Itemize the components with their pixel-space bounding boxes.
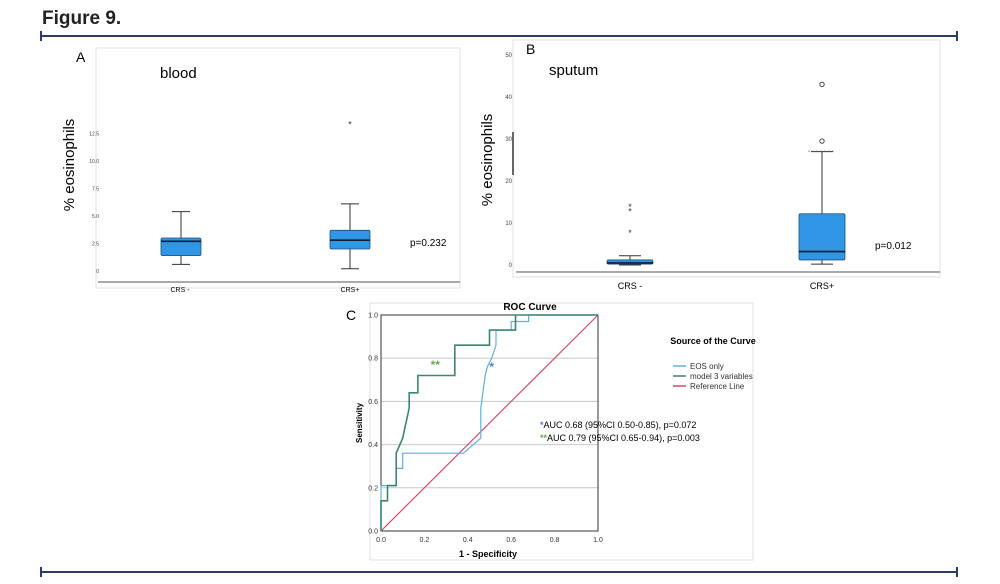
c-ytick-label: 1.0 <box>368 313 378 320</box>
extreme-outlier-star: * <box>348 120 352 130</box>
extreme-outlier-star: * <box>628 206 632 216</box>
roc-series-model-3-variables <box>380 314 598 531</box>
c-xtick-label: 0.2 <box>420 537 430 544</box>
b-box: *** <box>606 202 654 266</box>
panel-c-plot-frame <box>380 314 599 532</box>
b-ytick-label: 40 <box>505 95 512 101</box>
panel-a-frame <box>95 47 461 289</box>
extreme-outlier-star: * <box>628 202 632 212</box>
a-ytick-label: 0 <box>96 269 99 275</box>
panel-c-xlabel: 1 - Specificity <box>459 549 517 559</box>
roc-series-reference-line <box>380 314 599 532</box>
legend-label: Reference Line <box>690 382 745 391</box>
panel-c-letter: C <box>346 307 356 323</box>
auc-annotation-model: **AUC 0.79 (95%CI 0.65-0.94), p=0.003 <box>540 433 700 443</box>
iqr-box <box>798 213 846 261</box>
panel-b-xtick-label: CRS - <box>618 281 643 291</box>
b-ytick-label: 10 <box>505 221 512 227</box>
panel-a-ylabel: % eosinophils <box>61 119 78 212</box>
significance-marker: ** <box>431 358 441 372</box>
c-ytick-label: 0.4 <box>368 442 378 449</box>
a-ytick-label: 10.0 <box>89 159 99 165</box>
legend-label: EOS only <box>690 362 724 371</box>
panel-b-ylabel: % eosinophils <box>479 114 496 207</box>
extreme-outlier-star: * <box>628 228 632 238</box>
legend-label: model 3 variables <box>690 372 753 381</box>
legend-title: Source of the Curve <box>670 336 756 346</box>
c-ytick-label: 0.0 <box>368 529 378 536</box>
panel-c-ylabel: Sensitivity <box>355 402 364 443</box>
panel-b-letter: B <box>526 41 535 57</box>
panel-a-title: blood <box>160 65 197 82</box>
auc-text-eos: AUC 0.68 (95%CI 0.50-0.85), p=0.072 <box>544 420 697 430</box>
b-ytick-label: 50 <box>505 53 512 59</box>
iqr-box <box>160 237 202 257</box>
c-xtick-label: 0.6 <box>506 537 516 544</box>
auc-mark-eos: * <box>540 420 544 430</box>
c-xtick-label: 0.0 <box>376 537 386 544</box>
panel-a-xtick-label: CRS+ <box>341 287 360 294</box>
panel-c: C ROC Curve 0.0 0.2 0.4 0.6 0.8 1.0 0.0 0.2 0.4 0… <box>346 302 756 561</box>
panel-c-frame <box>369 302 754 561</box>
panel-b-title: sputum <box>549 62 598 79</box>
b-ytick-label: 30 <box>505 137 512 143</box>
panel-b-pvalue: p=0.012 <box>875 241 912 252</box>
panel-c-title: ROC Curve <box>503 302 557 313</box>
a-box <box>160 211 202 265</box>
bottom-rule <box>40 567 958 577</box>
c-xtick-label: 1.0 <box>593 537 603 544</box>
b-ytick-label: 0 <box>509 263 513 269</box>
significance-marker: * <box>489 360 494 374</box>
b-ytick-label: 20 <box>505 179 512 185</box>
outlier-circle <box>819 81 825 88</box>
c-ytick-label: 0.6 <box>368 399 378 406</box>
a-ytick-label: 12.5 <box>89 132 99 138</box>
a-box: * <box>329 120 371 270</box>
outlier-circle <box>819 138 825 144</box>
auc-annotation-eos: *AUC 0.68 (95%CI 0.50-0.85), p=0.072 <box>540 420 696 430</box>
b-box <box>798 81 846 265</box>
a-ytick-label: 7.5 <box>92 187 99 193</box>
a-ytick-label: 5.0 <box>92 214 99 220</box>
c-xtick-label: 0.4 <box>463 537 473 544</box>
c-xtick-label: 0.8 <box>550 537 560 544</box>
a-ytick-label: 2.5 <box>92 242 99 248</box>
c-ytick-label: 0.8 <box>368 356 378 363</box>
panel-b-xtick-label: CRS+ <box>810 281 834 291</box>
figure-title: Figure 9. <box>42 8 122 29</box>
panel-a-letter: A <box>76 49 86 65</box>
top-rule <box>40 31 958 41</box>
auc-text-model: AUC 0.79 (95%CI 0.65-0.94), p=0.003 <box>547 433 700 443</box>
auc-mark-model: ** <box>540 433 548 443</box>
c-ytick-label: 0.2 <box>368 485 378 492</box>
panel-a-xtick-label: CRS - <box>170 287 190 294</box>
panel-a: A blood % eosinophils 0 2.5 5.0 7.5 10.0 12.5… <box>61 47 461 294</box>
panel-a-pvalue: p=0.232 <box>410 238 447 249</box>
